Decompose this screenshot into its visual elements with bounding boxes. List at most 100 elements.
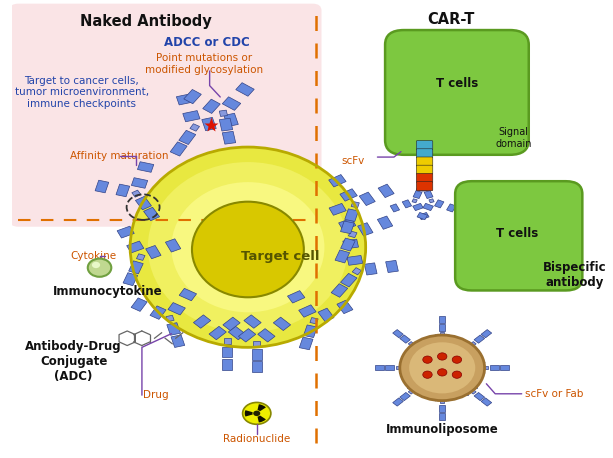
Bar xyxy=(417,213,427,220)
Bar xyxy=(413,203,423,211)
Bar xyxy=(253,341,260,346)
Bar xyxy=(474,359,485,367)
Bar xyxy=(439,413,446,420)
Bar xyxy=(340,273,357,287)
Bar xyxy=(228,327,246,340)
Bar xyxy=(223,131,235,144)
Bar xyxy=(419,213,429,220)
Bar xyxy=(222,347,232,357)
FancyBboxPatch shape xyxy=(385,30,529,155)
Circle shape xyxy=(423,356,432,363)
Bar xyxy=(222,359,232,370)
Ellipse shape xyxy=(192,202,304,297)
Bar xyxy=(378,184,394,197)
Bar xyxy=(95,180,109,193)
Bar xyxy=(452,386,463,394)
Bar xyxy=(430,340,436,347)
Ellipse shape xyxy=(130,147,366,347)
Bar xyxy=(116,184,130,197)
Bar xyxy=(490,365,499,371)
Bar xyxy=(465,352,476,360)
Bar xyxy=(422,342,432,350)
Bar xyxy=(340,221,354,234)
Bar xyxy=(167,323,180,335)
Bar xyxy=(408,352,419,360)
Bar xyxy=(408,390,414,394)
Circle shape xyxy=(92,262,100,268)
Bar xyxy=(481,398,492,406)
Bar xyxy=(407,358,416,363)
Bar xyxy=(170,142,187,156)
Bar xyxy=(166,315,174,322)
Bar xyxy=(244,315,261,328)
Bar xyxy=(470,390,476,394)
Bar xyxy=(429,199,434,203)
Bar xyxy=(194,315,211,328)
Circle shape xyxy=(452,371,462,378)
FancyBboxPatch shape xyxy=(416,157,433,166)
Wedge shape xyxy=(257,404,266,411)
Bar xyxy=(469,358,478,363)
Circle shape xyxy=(253,411,261,416)
Circle shape xyxy=(423,371,432,378)
Text: Immunoliposome: Immunoliposome xyxy=(386,423,498,436)
Bar xyxy=(452,342,463,350)
Text: Naked Antibody: Naked Antibody xyxy=(80,14,212,29)
Wedge shape xyxy=(245,410,253,416)
Bar xyxy=(413,191,422,198)
Bar xyxy=(430,388,436,395)
Bar xyxy=(343,239,359,249)
Bar xyxy=(150,306,166,319)
Wedge shape xyxy=(257,415,266,423)
Bar xyxy=(386,261,398,273)
Bar xyxy=(131,178,148,188)
Bar xyxy=(431,335,441,343)
Bar xyxy=(408,376,419,384)
Circle shape xyxy=(452,356,462,363)
Bar xyxy=(257,329,275,342)
Bar xyxy=(190,124,199,131)
Bar xyxy=(357,223,373,236)
Bar xyxy=(462,341,468,348)
Bar xyxy=(137,162,154,172)
Bar xyxy=(347,256,363,265)
Bar xyxy=(341,238,355,251)
FancyBboxPatch shape xyxy=(416,165,433,174)
Bar xyxy=(474,335,485,343)
Bar xyxy=(448,340,455,347)
Text: Immunocytokine: Immunocytokine xyxy=(53,285,162,298)
Text: Target cell: Target cell xyxy=(241,250,319,263)
Bar xyxy=(412,199,417,203)
Bar xyxy=(435,200,444,208)
Bar xyxy=(236,83,254,96)
Bar xyxy=(393,398,403,406)
Bar xyxy=(364,263,377,275)
Bar xyxy=(400,335,410,343)
Bar xyxy=(469,372,478,377)
Bar xyxy=(345,209,359,222)
Bar xyxy=(443,393,454,401)
Bar xyxy=(132,190,141,197)
Bar xyxy=(416,183,425,191)
Bar xyxy=(179,289,197,301)
Bar xyxy=(407,372,416,377)
Bar xyxy=(421,183,430,191)
Circle shape xyxy=(438,369,447,376)
FancyBboxPatch shape xyxy=(416,174,433,183)
Bar xyxy=(329,174,346,187)
Bar xyxy=(408,342,414,346)
Bar xyxy=(310,317,318,324)
Ellipse shape xyxy=(148,162,348,333)
Bar xyxy=(424,191,433,198)
Bar xyxy=(177,94,194,105)
Bar xyxy=(224,338,230,344)
Bar xyxy=(251,349,262,360)
Bar xyxy=(481,330,492,338)
Bar xyxy=(299,305,316,317)
Bar xyxy=(183,110,200,122)
Bar xyxy=(273,317,291,331)
Bar xyxy=(184,89,201,104)
Bar xyxy=(439,405,446,412)
Bar xyxy=(127,241,144,253)
Bar xyxy=(474,368,485,376)
